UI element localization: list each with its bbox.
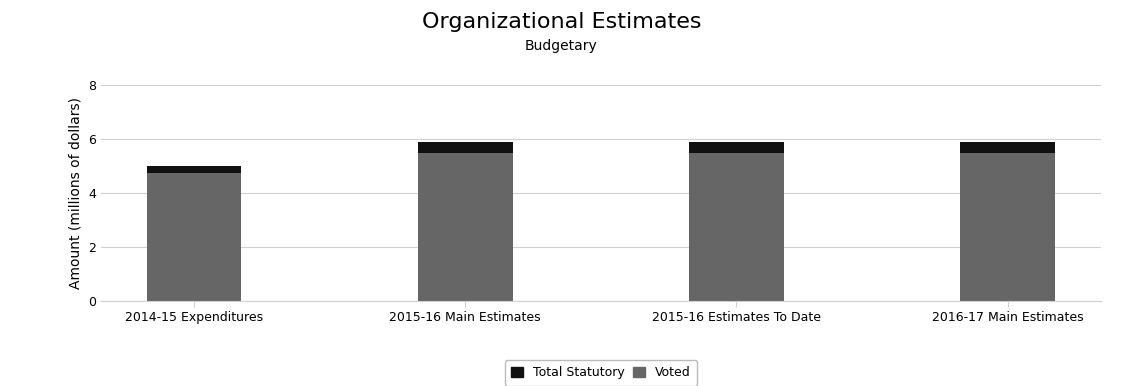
Bar	[960, 142, 1056, 153]
Bar	[688, 142, 784, 153]
Bar	[418, 142, 513, 153]
Legend: Total Statutory, Voted: Total Statutory, Voted	[504, 360, 697, 386]
Y-axis label: Amount (millions of dollars): Amount (millions of dollars)	[69, 97, 83, 289]
Bar	[960, 153, 1056, 301]
Bar	[688, 153, 784, 301]
Bar	[146, 166, 241, 173]
Bar	[418, 153, 513, 301]
Bar	[146, 173, 241, 301]
Text: Organizational Estimates: Organizational Estimates	[422, 12, 701, 32]
Text: Budgetary: Budgetary	[526, 39, 597, 52]
